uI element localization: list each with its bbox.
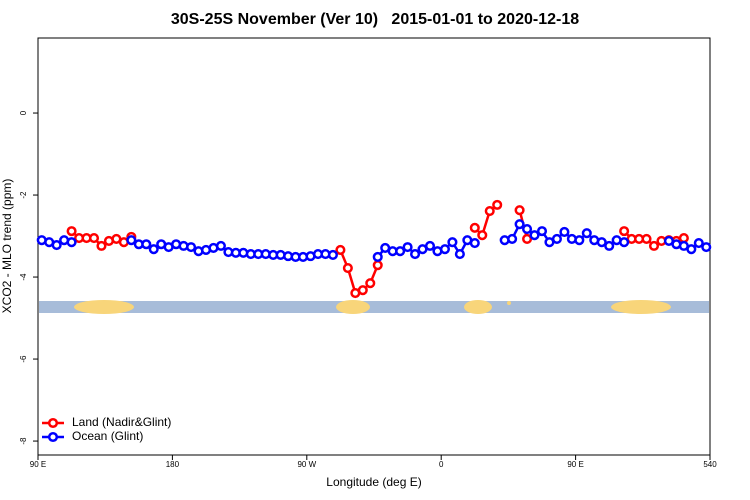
point <box>402 242 413 253</box>
point <box>148 244 159 255</box>
point <box>574 235 585 246</box>
series-line <box>70 203 685 295</box>
land-patch <box>464 300 492 314</box>
y-tick-label: -8 <box>19 437 28 445</box>
point <box>619 237 630 248</box>
point <box>365 278 376 289</box>
point <box>514 219 525 230</box>
y-axis-label: XCO2 - MLO trend (ppm) <box>0 179 14 314</box>
point <box>126 235 137 246</box>
legend-marker <box>47 417 59 429</box>
x-tick-label: 90 E <box>567 460 583 469</box>
y-tick-label: 0 <box>19 110 28 115</box>
point <box>186 242 197 253</box>
land-patch <box>611 300 671 314</box>
legend-label: Ocean (Glint) <box>72 429 143 443</box>
point <box>477 230 488 241</box>
point <box>215 240 226 251</box>
ocean-band <box>39 301 709 313</box>
point <box>342 262 353 274</box>
point <box>424 240 436 251</box>
point <box>484 205 495 217</box>
land-ocean-band <box>39 300 709 314</box>
x-axis-label: Longitude (deg E) <box>326 475 421 489</box>
point <box>596 237 607 248</box>
point <box>551 233 562 244</box>
point <box>648 240 660 251</box>
land-patch <box>507 301 511 305</box>
legend-marker <box>47 431 59 443</box>
land-patch <box>336 300 370 314</box>
point <box>335 244 346 256</box>
x-tick-label: 90 E <box>30 460 46 469</box>
y-tick-label: -4 <box>19 273 28 281</box>
point <box>529 230 540 241</box>
point <box>507 233 518 244</box>
point <box>141 239 152 250</box>
point <box>701 242 712 253</box>
point <box>469 222 480 233</box>
point <box>469 237 480 249</box>
y-tick-label: -2 <box>19 191 28 199</box>
point <box>96 240 107 251</box>
point <box>327 249 338 260</box>
y-tick-label: -6 <box>19 355 28 363</box>
point <box>372 260 383 271</box>
x-tick-label: 0 <box>439 460 444 469</box>
point <box>66 237 77 248</box>
point <box>454 249 465 260</box>
point <box>372 251 383 263</box>
point <box>522 224 533 235</box>
legend-label: Land (Nadir&Glint) <box>72 415 171 429</box>
point <box>357 285 368 296</box>
point <box>492 199 503 210</box>
point <box>514 205 525 216</box>
chart-title: 30S-25S November (Ver 10) 2015-01-01 to … <box>171 11 579 28</box>
point <box>395 246 406 257</box>
point <box>686 244 697 255</box>
point <box>88 233 100 244</box>
x-tick-label: 90 W <box>297 460 316 469</box>
point <box>641 233 652 244</box>
point <box>604 240 615 251</box>
point <box>536 226 548 237</box>
point <box>51 240 62 251</box>
point <box>581 228 592 239</box>
x-tick-label: 540 <box>703 460 717 469</box>
point <box>447 237 458 248</box>
point <box>678 233 689 244</box>
point <box>522 233 533 244</box>
land-patch <box>74 300 134 314</box>
x-tick-label: 180 <box>166 460 180 469</box>
point <box>410 249 421 260</box>
point <box>559 226 570 237</box>
point <box>619 226 630 237</box>
point <box>693 237 704 249</box>
point <box>439 244 450 255</box>
point <box>66 226 77 237</box>
